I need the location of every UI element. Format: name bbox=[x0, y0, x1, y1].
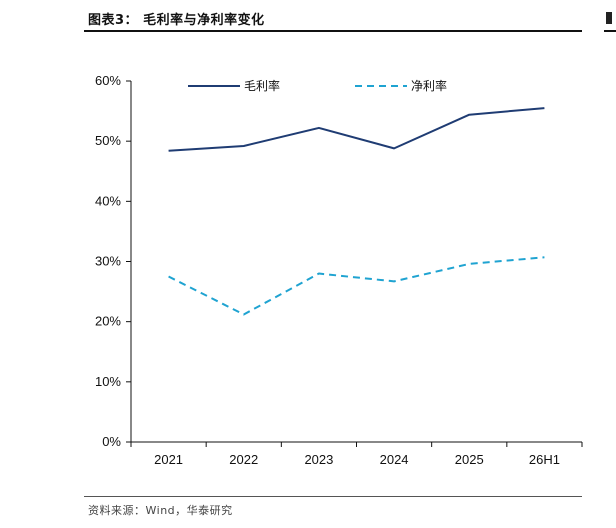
x-tick-label: 2025 bbox=[455, 452, 484, 467]
x-tick-label: 2023 bbox=[304, 452, 333, 467]
title-rule bbox=[84, 30, 582, 32]
x-tick-label: 2021 bbox=[154, 452, 183, 467]
legend-label: 毛利率 bbox=[244, 78, 280, 93]
y-tick-label: 60% bbox=[95, 73, 121, 88]
y-tick-label: 0% bbox=[102, 434, 121, 449]
y-tick-label: 50% bbox=[95, 133, 121, 148]
series-line-gross-margin bbox=[168, 107, 545, 152]
y-tick-label: 20% bbox=[95, 314, 121, 329]
adjacent-panel-rule bbox=[604, 30, 616, 32]
adjacent-panel-edge bbox=[606, 12, 612, 24]
chart-series bbox=[168, 107, 545, 316]
y-tick-label: 40% bbox=[95, 193, 121, 208]
x-tick-label: 2022 bbox=[229, 452, 258, 467]
series-line-net-margin bbox=[168, 256, 545, 316]
chart-axes: 0% 10% 20% 30% 40% 50% 60% 2021 2022 2023 2024 2025… bbox=[95, 73, 583, 467]
y-tick-label: 30% bbox=[95, 254, 121, 269]
footer-rule bbox=[84, 496, 582, 497]
legend-label: 净利率 bbox=[411, 78, 447, 93]
x-tick-label: 26H1 bbox=[529, 452, 560, 467]
chart-title: 图表3： 毛利率与净利率变化 bbox=[88, 13, 265, 28]
y-tick-label: 10% bbox=[95, 374, 121, 389]
source-note: 资料来源：Wind，华泰研究 bbox=[88, 504, 233, 517]
x-tick-label: 2024 bbox=[380, 452, 409, 467]
chart-legend: 毛利率 净利率 bbox=[188, 78, 447, 93]
